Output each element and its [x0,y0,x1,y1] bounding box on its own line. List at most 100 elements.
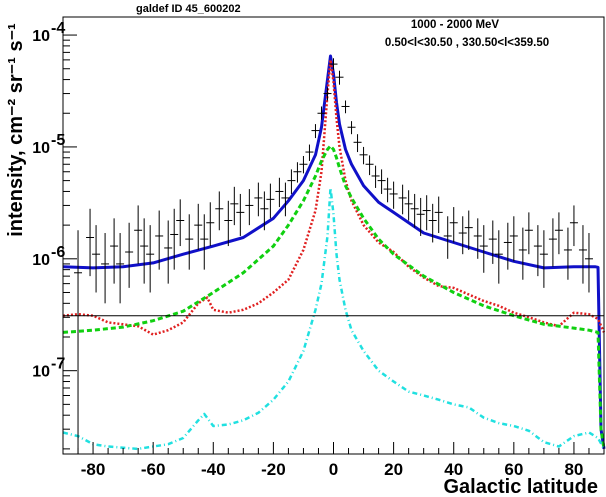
data-point [488,220,497,264]
y-tick-exponent: -4 [51,20,65,37]
data-point [293,162,302,183]
data-point [371,165,380,188]
data-point [554,212,563,255]
data-point [563,227,572,280]
data-point [254,182,263,217]
data-point [200,214,209,270]
data-point [185,214,194,270]
x-axis-label: Galactic latitude [444,476,599,497]
data-point [383,177,392,203]
data-point [443,216,452,259]
data-point [92,225,101,293]
data-point [287,169,296,194]
data-point [359,146,368,165]
data-point [230,186,239,226]
longitude-range-annotation: 0.50<l<30.50 , 330.50<l<359.50 [385,37,549,49]
data-point [164,220,173,284]
data-point [281,182,290,217]
y-axis-label: intensity, cm⁻² sr⁻¹ s⁻¹ [5,23,27,237]
data-point [329,58,338,70]
data-point [266,183,275,219]
data-point [110,218,119,284]
data-point [398,184,407,215]
data-point [365,155,374,176]
y-tick-label: 10 [32,28,50,45]
data-point [422,195,431,231]
data-point [518,227,527,280]
data-point [134,205,143,264]
y-tick-label: 10 [32,364,50,381]
data-point [569,205,578,247]
data-point [416,197,425,236]
chart-title: galdef ID 45_600202 [136,3,241,15]
series-layer [62,54,606,451]
data-point [74,230,83,454]
data-point [305,144,314,161]
data-point [353,134,362,153]
data-point [215,191,224,231]
data-point [335,70,344,85]
data-point [458,216,467,255]
data-point [140,218,149,284]
data-point [509,216,518,262]
data-point [101,233,110,304]
data-point [176,199,185,247]
x-tick-label: 60 [504,460,523,479]
data-point [347,121,356,135]
data-point [473,218,482,259]
x-tick-label: 20 [384,460,403,479]
data-point [449,207,458,243]
y-tick-exponent: -7 [51,356,65,373]
data-point [524,212,533,255]
data-point [410,193,419,228]
x-tick-label: -20 [261,460,286,479]
data-point [548,218,557,267]
y-tick-label: 10 [32,140,50,157]
data-point [146,225,155,293]
data-point [317,106,326,120]
data-point [260,191,269,231]
y-tick-exponent: -6 [51,244,65,261]
x-tick-label: -80 [81,460,106,479]
data-point [206,202,215,247]
data-point [503,222,512,270]
x-tick-label: 80 [564,460,583,479]
data-point [323,87,332,101]
data-point [275,177,284,208]
data-point [404,190,413,221]
x-axis: -80 -60 -40 -20 0 20 40 60 80 [62,442,605,479]
x-tick-label: -60 [141,460,166,479]
series-line-2 [62,144,606,450]
data-point [377,169,386,194]
data-point [224,200,233,247]
data-point [434,196,443,234]
data-point [311,124,320,139]
data-point [245,189,254,226]
data-point [584,233,593,293]
data-point [428,203,437,243]
data-point [389,181,398,209]
y-axis: 10-710-610-510-4 [32,20,77,450]
y-tick-exponent: -5 [51,132,65,149]
energy-range-annotation: 1000 - 2000 MeV [411,19,500,31]
data-point [533,225,542,277]
data-point [155,210,164,270]
data-point [170,208,179,270]
data-point [578,225,587,284]
y-tick-label: 10 [32,252,50,269]
data-point [494,230,503,284]
data-point [464,210,473,250]
data-point [479,225,488,273]
data-point [539,230,548,288]
data-point [116,233,125,304]
data-point [125,222,134,288]
data-point [299,155,308,174]
series-line-1 [62,58,606,336]
x-tick-label: 40 [444,460,463,479]
data-point [86,208,95,277]
x-tick-label: -40 [201,460,226,479]
data-point [194,203,203,250]
data-point [236,193,245,236]
